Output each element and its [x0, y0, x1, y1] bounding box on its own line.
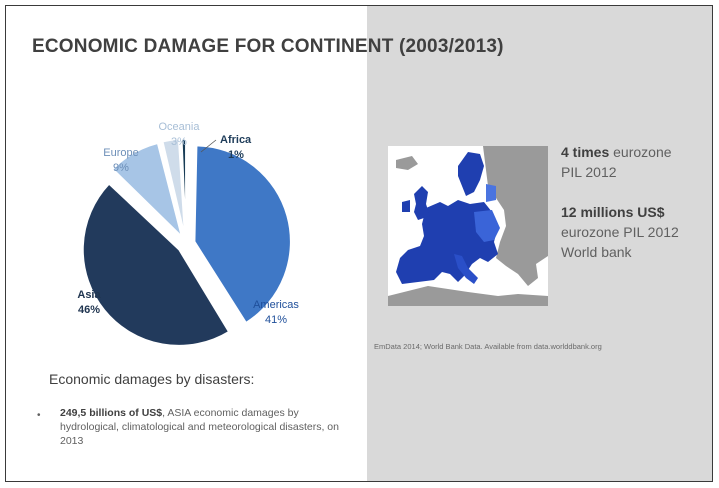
fact-1-bold: 4 times — [561, 144, 610, 160]
pie-label-asia: Asia — [77, 289, 101, 301]
fact-millions-usd: 12 millions US$ eurozone PIL 2012 World … — [561, 202, 679, 262]
slide-frame: ECONOMIC DAMAGE FOR CONTINENT (2003/2013… — [5, 5, 713, 482]
pie-label-americas: Americas — [253, 299, 299, 311]
pie-value-asia: 46% — [78, 304, 100, 316]
fact-2-line2: eurozone PIL 2012 — [561, 224, 679, 240]
pie-slice-europe — [111, 142, 183, 239]
map-eu-core — [396, 200, 498, 284]
map-land-iceland — [396, 156, 418, 170]
pie-slice-africa — [181, 138, 187, 236]
map-eu-uk — [414, 186, 430, 220]
map-eu-eastern — [474, 210, 500, 242]
subheading: Economic damages by disasters: — [49, 371, 255, 387]
pie-label-africa: Africa — [220, 134, 252, 146]
europe-map — [388, 146, 548, 306]
fact-2-line3: World bank — [561, 244, 632, 260]
source-note: EmData 2014; World Bank Data. Available … — [374, 342, 602, 351]
bullet-bold: 249,5 billions of US$ — [60, 407, 163, 419]
pie-leader-line-africa — [200, 139, 217, 153]
map-eu-baltic — [486, 184, 496, 202]
pie-value-americas: 41% — [265, 314, 287, 326]
pie-slice-americas — [193, 144, 292, 324]
map-land-other — [483, 146, 548, 286]
pie-slice-oceania — [161, 138, 186, 236]
pie-value-oceania: 3% — [171, 136, 187, 148]
fact-1-rest: eurozone — [613, 144, 672, 160]
fact-1-line2: PIL 2012 — [561, 164, 617, 180]
map-eu-ireland — [402, 200, 410, 212]
map-land-north-africa — [388, 286, 548, 306]
map-eu-nordic — [458, 152, 484, 196]
fact-times-eurozone: 4 times eurozone PIL 2012 — [561, 142, 672, 182]
slide-title: ECONOMIC DAMAGE FOR CONTINENT (2003/2013… — [32, 36, 504, 57]
pie-chart: Africa 1% Americas 41% Asia 46% Europe 9% Oceani… — [77, 121, 299, 347]
bullet-marker: • — [37, 410, 41, 421]
bullet-rest: , ASIA economic damages by hydrological,… — [60, 407, 339, 447]
fact-2-bold: 12 millions US$ — [561, 204, 665, 220]
pie-value-europe: 9% — [113, 162, 129, 174]
pie-label-oceania: Oceania — [159, 121, 201, 133]
pie-label-europe: Europe — [103, 147, 138, 159]
bullet-text: 249,5 billions of US$, ASIA economic dam… — [60, 406, 360, 448]
pie-value-africa: 1% — [228, 149, 244, 161]
pie-slice-asia — [82, 182, 230, 347]
map-eu-italy — [454, 254, 478, 284]
